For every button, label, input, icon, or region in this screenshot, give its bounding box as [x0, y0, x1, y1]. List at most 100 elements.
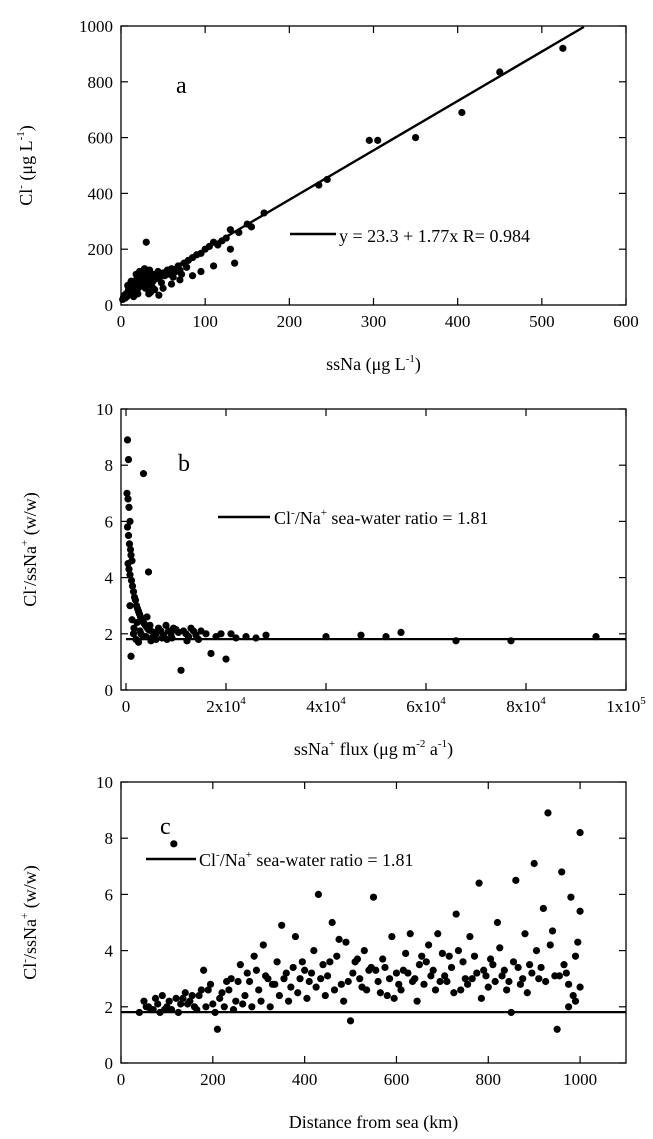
data-point — [415, 961, 424, 969]
data-point — [188, 272, 197, 280]
data-point — [379, 955, 387, 963]
data-point — [559, 44, 567, 52]
data-point — [514, 963, 522, 972]
y-tick-label: 1000 — [79, 17, 113, 36]
data-point — [211, 1008, 219, 1017]
data-point — [548, 927, 557, 935]
data-point — [127, 576, 136, 585]
data-point — [167, 280, 176, 288]
data-point — [571, 952, 580, 960]
data-point — [491, 977, 499, 986]
data-point — [202, 630, 210, 638]
data-point — [124, 495, 132, 503]
y-tick-label: 4 — [105, 569, 114, 588]
data-point — [131, 596, 140, 604]
data-point — [560, 961, 568, 969]
data-point — [328, 918, 336, 927]
data-point — [452, 910, 460, 918]
x-tick-label: 1000 — [563, 1070, 597, 1089]
data-point — [266, 1003, 274, 1011]
y-tick-label: 8 — [105, 829, 114, 848]
data-point — [154, 1000, 162, 1008]
data-point — [322, 633, 330, 641]
data-point — [222, 234, 230, 242]
data-point — [129, 588, 138, 596]
data-point — [376, 989, 384, 997]
data-point — [138, 273, 146, 281]
data-point — [273, 958, 281, 966]
data-point — [181, 989, 189, 997]
data-point — [436, 977, 444, 986]
panel-label: b — [178, 451, 190, 477]
data-point — [470, 952, 479, 960]
legend-label: Cl-/Na+ sea-water ratio = 1.81 — [199, 849, 414, 870]
data-point — [496, 68, 504, 76]
data-point — [535, 975, 543, 983]
data-point — [126, 571, 134, 579]
data-point — [177, 666, 185, 674]
data-point — [178, 270, 186, 278]
plot-frame — [120, 781, 627, 1064]
data-point — [140, 997, 148, 1005]
data-point — [383, 991, 391, 1000]
data-point — [133, 618, 141, 627]
y-tick-label: 0 — [105, 681, 114, 700]
y-tick-label: 600 — [88, 129, 114, 148]
data-point — [126, 545, 135, 554]
data-point — [245, 977, 254, 986]
data-point — [124, 281, 132, 290]
data-point — [217, 630, 225, 638]
data-point — [124, 531, 133, 540]
data-point — [278, 921, 286, 929]
data-point — [257, 997, 265, 1005]
data-point — [496, 944, 504, 952]
data-point — [429, 966, 437, 974]
data-point — [134, 290, 142, 298]
data-point — [539, 904, 547, 913]
data-point — [227, 975, 235, 983]
data-point — [183, 263, 191, 271]
data-point — [482, 972, 490, 980]
data-point — [167, 1006, 176, 1014]
data-point — [162, 621, 170, 629]
data-point — [408, 977, 417, 986]
data-point — [558, 868, 566, 876]
data-point — [231, 259, 239, 267]
data-point — [326, 958, 334, 966]
data-point — [438, 949, 446, 958]
data-point — [310, 947, 318, 955]
data-point — [335, 935, 343, 943]
data-point — [174, 1008, 182, 1017]
data-point — [252, 966, 261, 974]
data-point — [200, 966, 208, 974]
data-point — [349, 969, 357, 977]
x-tick-label: 200 — [277, 312, 303, 331]
data-point — [427, 972, 435, 980]
data-point — [500, 966, 508, 974]
data-point — [397, 628, 405, 636]
data-point — [127, 652, 135, 660]
data-point — [317, 975, 325, 983]
data-point — [136, 627, 144, 635]
x-tick-label: 600 — [384, 1070, 410, 1089]
data-point — [282, 969, 290, 977]
data-point — [123, 489, 131, 497]
data-point — [242, 633, 250, 641]
data-point — [218, 989, 226, 997]
data-point — [148, 283, 156, 291]
data-point — [172, 994, 180, 1002]
data-point — [142, 238, 150, 246]
data-point — [441, 972, 449, 980]
data-point — [129, 630, 138, 638]
data-point — [381, 963, 389, 972]
data-point — [128, 582, 137, 590]
data-point — [312, 983, 320, 991]
data-point — [323, 972, 332, 980]
y-tick-label: 2 — [105, 998, 114, 1017]
data-point — [197, 267, 205, 276]
data-point — [459, 958, 467, 966]
data-point — [294, 989, 302, 997]
data-point — [158, 991, 166, 1000]
data-point — [315, 181, 323, 189]
data-point — [232, 997, 240, 1005]
